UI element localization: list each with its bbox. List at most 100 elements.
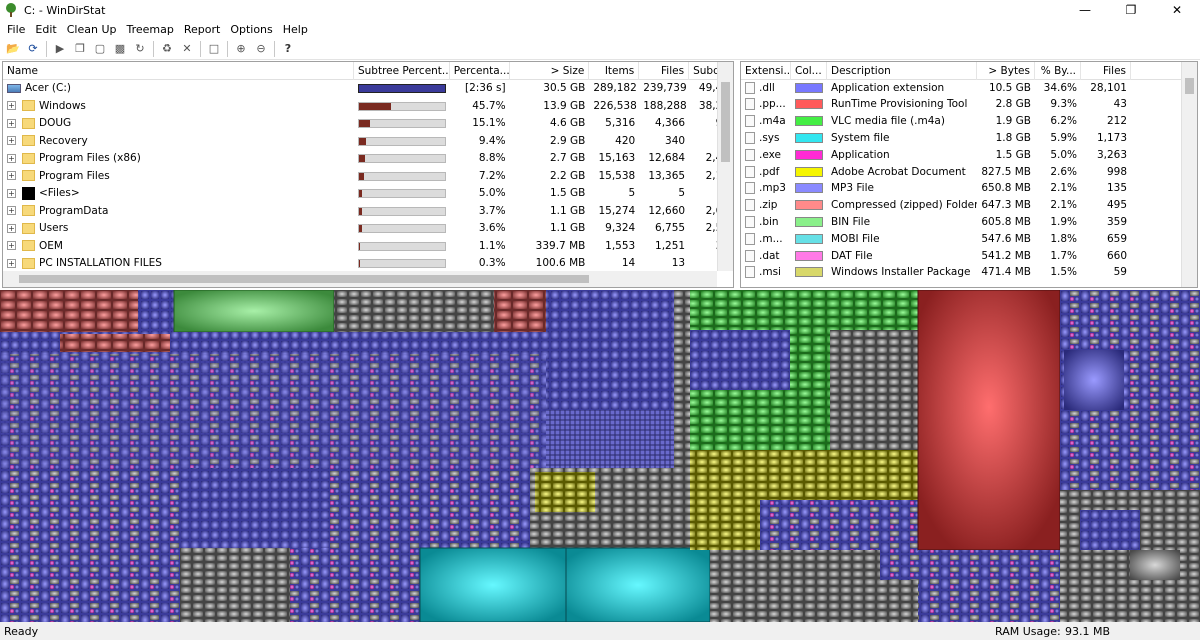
expand-toggle[interactable]: + (7, 206, 16, 215)
extension-percent: 2.1% (1050, 199, 1077, 212)
play-icon[interactable]: ▶ (55, 42, 65, 55)
tree-horizontal-scrollbar[interactable] (3, 271, 717, 287)
column-name[interactable]: Name (3, 62, 354, 80)
extension-row[interactable]: .pdf Adobe Acrobat Document 827.5 MB 2.6% 99… (741, 164, 1197, 181)
extension-row[interactable]: .dat DAT File 541.2 MB 1.7% 660 (741, 248, 1197, 265)
tree-row[interactable]: + Windows 45.7% 13.9 GB 226,538 188,288 38,25 (3, 98, 733, 116)
subtree-bar (357, 224, 446, 233)
extension-bytes: 647.3 MB (981, 199, 1031, 212)
tree-row[interactable]: + PC INSTALLATION FILES 0.3% 100.6 MB 14 13 (3, 255, 733, 273)
expand-toggle[interactable]: + (7, 258, 16, 268)
extension-row[interactable]: .pp... RunTime Provisioning Tool 2.8 GB 9.3… (741, 97, 1197, 114)
help-icon[interactable]: ? (284, 42, 292, 55)
extension-name: .msi (759, 266, 781, 279)
treemap[interactable] (0, 290, 1200, 622)
folder-icon (22, 257, 35, 269)
column-extension[interactable]: Extensi... (741, 62, 791, 80)
tree-row-name: Program Files (39, 169, 110, 182)
refresh-selected-icon[interactable]: ↻ (135, 42, 145, 55)
tree-row[interactable]: + <Files> 5.0% 1.5 GB 5 5 (3, 185, 733, 203)
expand-toggle[interactable]: + (7, 136, 16, 145)
tree-scroll-thumb[interactable] (721, 82, 730, 162)
column-files[interactable]: Files (639, 62, 690, 80)
extension-name: .m4a (759, 115, 786, 128)
extension-vertical-scrollbar[interactable] (1181, 62, 1197, 287)
tree-hscroll-thumb[interactable] (19, 275, 589, 283)
column-color[interactable]: Col... (791, 62, 827, 80)
close-button[interactable]: ✕ (1171, 3, 1183, 17)
extension-name: .pdf (759, 165, 780, 178)
extension-list-pane: Extensi... Col... Description > Bytes % … (740, 61, 1198, 288)
extension-files: 43 (1113, 98, 1127, 111)
expand-toggle[interactable]: + (7, 188, 16, 198)
column-items[interactable]: Items (589, 62, 640, 80)
color-swatch (795, 133, 823, 144)
maximize-button[interactable]: ❐ (1125, 3, 1137, 17)
properties-icon[interactable]: □ (208, 42, 220, 55)
subtree-bar (357, 101, 446, 111)
tree-row-root[interactable]: Acer (C:) [2:36 s] 30.5 GB 289,182 239,7… (3, 80, 733, 98)
treemap-block (60, 334, 170, 352)
color-swatch (795, 82, 823, 93)
recycle-icon[interactable]: ♻ (162, 42, 172, 55)
menu-edit[interactable]: Edit (35, 22, 57, 36)
extension-row[interactable]: .dll Application extension 10.5 GB 34.6% 28,… (741, 80, 1197, 97)
minimize-button[interactable]: — (1079, 3, 1091, 17)
cmd-icon[interactable]: ▩ (114, 42, 126, 55)
expand-toggle[interactable]: + (7, 241, 16, 250)
toolbar-separator (274, 40, 275, 57)
column-subtree-percent[interactable]: Subtree Percent... (354, 62, 450, 80)
menu-options[interactable]: Options (230, 22, 273, 36)
column-size[interactable]: > Size (510, 62, 590, 80)
extension-row[interactable]: .msi Windows Installer Package 471.4 MB 1.5… (741, 265, 1197, 282)
expand-toggle[interactable]: + (7, 171, 16, 180)
copy-icon[interactable]: ❐ (75, 42, 85, 55)
extension-row[interactable]: .mp3 MP3 File 650.8 MB 2.1% 135 (741, 181, 1197, 198)
extension-row[interactable]: .bin BIN File 605.8 MB 1.9% 359 (741, 214, 1197, 231)
column-description[interactable]: Description (827, 62, 977, 80)
open-icon[interactable]: 📂 (6, 42, 20, 55)
zoom-in-icon[interactable]: ⊕ (236, 42, 246, 55)
expand-toggle[interactable]: + (7, 223, 16, 233)
files-node-icon (22, 186, 35, 200)
explorer-icon[interactable]: ▢ (94, 42, 106, 55)
color-swatch (795, 250, 823, 261)
extension-row[interactable]: .sys System file 1.8 GB 5.9% 1,173 (741, 130, 1197, 147)
extension-row[interactable]: .exe Application 1.5 GB 5.0% 3,263 (741, 147, 1197, 164)
delete-icon[interactable]: ✕ (182, 42, 192, 55)
extension-row[interactable]: .m4a VLC media file (.m4a) 1.9 GB 6.2% 212 (741, 114, 1197, 131)
column-bytes-percent[interactable]: % By... (1035, 62, 1081, 80)
extension-row[interactable]: .m... MOBI File 547.6 MB 1.8% 659 (741, 231, 1197, 248)
menu-help[interactable]: Help (282, 22, 308, 36)
extension-scroll-thumb[interactable] (1185, 78, 1194, 94)
extension-bytes: 827.5 MB (981, 165, 1031, 178)
status-bar: Ready RAM Usage: 93.1 MB (0, 622, 1200, 640)
expand-toggle[interactable]: + (7, 153, 16, 163)
refresh-icon[interactable]: ⟳ (28, 42, 38, 55)
column-files[interactable]: Files (1081, 62, 1131, 80)
tree-row-files: 4,366 (655, 117, 686, 129)
zoom-out-icon[interactable]: ⊖ (256, 42, 266, 55)
extension-row[interactable]: .zip Compressed (zipped) Folder 647.3 MB 2.… (741, 198, 1197, 215)
tree-row-items: 15,538 (598, 169, 636, 182)
expand-toggle[interactable]: + (7, 118, 16, 128)
tree-row-items: 1,553 (605, 239, 636, 252)
ram-usage-value: 93.1 MB (1065, 624, 1111, 638)
menu-clean-up[interactable]: Clean Up (66, 22, 117, 36)
tree-vertical-scrollbar[interactable] (717, 62, 733, 271)
treemap-block (830, 330, 918, 450)
expand-toggle[interactable]: + (7, 101, 16, 110)
menu-treemap[interactable]: Treemap (126, 22, 174, 36)
tree-row[interactable]: + Program Files (x86) 8.8% 2.7 GB 15,163 12,6… (3, 150, 733, 168)
file-type-icon (745, 132, 755, 145)
column-bytes[interactable]: > Bytes (977, 62, 1035, 80)
menu-report[interactable]: Report (183, 22, 221, 36)
menu-file[interactable]: File (7, 22, 26, 36)
column-percentage[interactable]: Percenta... (450, 62, 510, 80)
